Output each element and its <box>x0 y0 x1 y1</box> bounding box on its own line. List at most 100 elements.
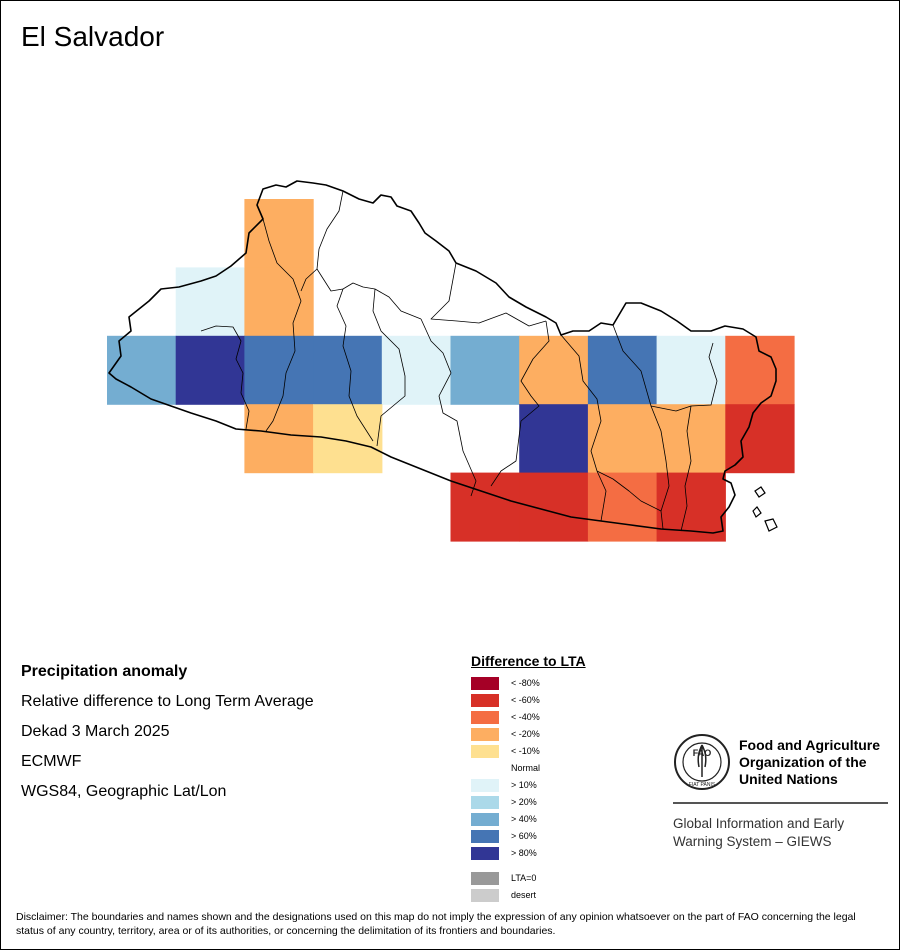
legend-item: > 80% <box>471 845 671 862</box>
legend-label: > 40% <box>511 814 537 824</box>
legend-label: < -10% <box>511 746 540 756</box>
grid-cell <box>656 335 726 405</box>
giews-line: Warning System – GIEWS <box>673 834 832 849</box>
legend-label: desert <box>511 890 537 900</box>
grid-cell <box>175 335 245 405</box>
admin-boundary-line <box>262 218 302 432</box>
info-period: Dekad 3 March 2025 <box>21 723 170 740</box>
legend-title: Difference to LTA <box>471 653 586 669</box>
legend-item: > 40% <box>471 811 671 828</box>
admin-boundary-line <box>650 405 670 530</box>
legend-item: > 10% <box>471 777 671 794</box>
legend-extra: LTA=0 desert <box>471 870 671 904</box>
island <box>764 518 778 532</box>
legend-item: < -80% <box>471 675 671 692</box>
legend-item: < -20% <box>471 726 671 743</box>
legend-swatch <box>471 872 499 885</box>
legend-item: desert <box>471 887 671 904</box>
org-name-line: Food and Agriculture <box>739 737 881 753</box>
legend-item: < -40% <box>471 709 671 726</box>
grid-cell <box>656 404 726 474</box>
org-name-line: Organization of the <box>739 754 867 770</box>
grid-cell <box>725 335 795 405</box>
admin-boundary-line <box>200 325 250 430</box>
legend-item: Normal <box>471 760 671 777</box>
grid-cell <box>450 335 520 405</box>
admin-boundary-line <box>372 288 406 447</box>
admin-boundary-line <box>596 470 662 512</box>
org-name-line: United Nations <box>739 771 838 787</box>
grid-cell <box>519 335 589 405</box>
admin-boundary-line <box>336 288 374 442</box>
giews-name: Global Information and Early Warning Sys… <box>673 815 844 851</box>
legend-item: < -10% <box>471 743 671 760</box>
legend: Difference to LTA < -80% < -60% < -40% < -2… <box>471 653 671 904</box>
legend-swatch <box>471 728 499 741</box>
legend-item: > 20% <box>471 794 671 811</box>
legend-swatch <box>471 677 499 690</box>
islands <box>752 486 778 532</box>
grid-cell <box>519 472 589 542</box>
admin-boundary-line <box>560 334 607 522</box>
legend-swatch <box>471 847 499 860</box>
legend-swatch <box>471 694 499 707</box>
legend-item: LTA=0 <box>471 870 671 887</box>
legend-label: < -60% <box>511 695 540 705</box>
grid-cell <box>587 404 658 474</box>
grid-cell <box>244 199 314 268</box>
grid-cell <box>175 267 245 337</box>
grid-cell <box>107 335 177 405</box>
emblem-motto: FIAT PANIS <box>689 782 716 788</box>
legend-label: > 60% <box>511 831 537 841</box>
grid-cell <box>725 404 795 474</box>
map-canvas <box>107 180 795 542</box>
admin-boundaries <box>200 190 718 532</box>
legend-label: LTA=0 <box>511 873 537 883</box>
legend-label: > 10% <box>511 780 537 790</box>
legend-swatch <box>471 813 499 826</box>
emblem-text: FAO <box>693 748 712 758</box>
island <box>754 486 766 498</box>
legend-swatch <box>471 711 499 724</box>
admin-boundary-line <box>300 190 344 292</box>
legend-items: < -80% < -60% < -40% < -20% < -10% Normal > 10… <box>471 675 671 862</box>
admin-boundary-line <box>316 268 422 320</box>
grid-cell <box>450 472 520 542</box>
legend-item: < -60% <box>471 692 671 709</box>
legend-label: Normal <box>511 763 541 773</box>
disclaimer: Disclaimer: The boundaries and names sho… <box>16 911 856 937</box>
admin-boundary-line <box>430 262 547 327</box>
admin-boundary-line <box>490 320 550 487</box>
grid-cell <box>313 404 383 474</box>
grid-cell <box>244 404 314 474</box>
fao-emblem-icon: FAO FIAT PANIS <box>674 734 730 790</box>
grid-cell <box>244 335 314 405</box>
legend-label: < -20% <box>511 729 540 739</box>
info-source: ECMWF <box>21 753 82 770</box>
admin-boundary-line <box>680 405 692 532</box>
legend-swatch <box>471 779 499 792</box>
grid-cell <box>244 267 314 337</box>
legend-swatch <box>471 830 499 843</box>
legend-swatch <box>471 796 499 809</box>
legend-swatch <box>471 745 499 758</box>
fao-organization-name: Food and Agriculture Organization of the… <box>739 737 880 788</box>
anomaly-grid <box>107 199 795 542</box>
info-projection: WGS84, Geographic Lat/Lon <box>21 783 227 800</box>
legend-swatch <box>471 889 499 902</box>
admin-boundary-line <box>420 318 477 497</box>
grid-cell <box>381 335 452 405</box>
country-outline <box>108 180 777 534</box>
logo-divider <box>673 802 888 804</box>
grid-cell <box>313 335 383 405</box>
grid-cell <box>587 472 658 542</box>
legend-label: < -80% <box>511 678 540 688</box>
island <box>752 506 762 518</box>
info-product: Precipitation anomaly <box>21 663 188 680</box>
giews-line: Global Information and Early <box>673 816 845 831</box>
legend-label: > 80% <box>511 848 537 858</box>
grid-cell <box>587 335 658 405</box>
country-boundary <box>108 180 777 534</box>
grid-cell <box>519 404 589 474</box>
